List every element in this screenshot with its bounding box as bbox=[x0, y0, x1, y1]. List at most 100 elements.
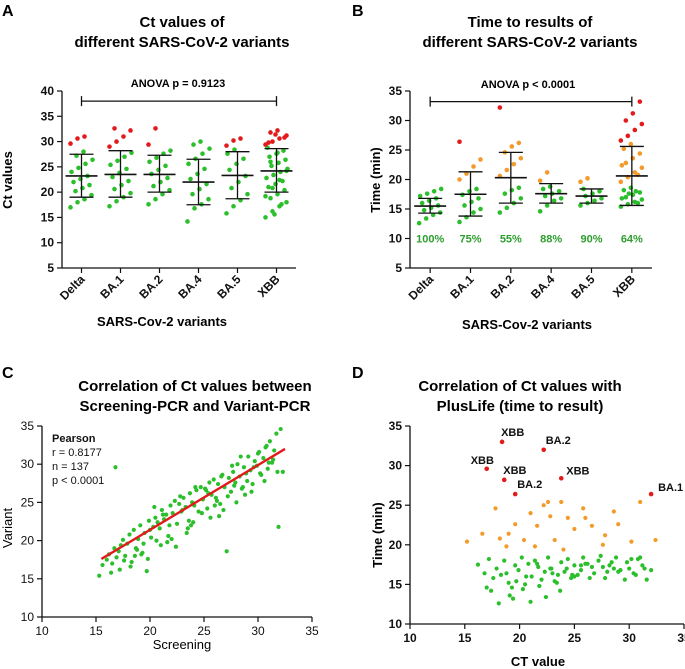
panel-c-point bbox=[274, 431, 279, 436]
panel-a-point-red bbox=[268, 130, 273, 135]
panel-b-point-green bbox=[431, 189, 437, 194]
panel-b-percent-label: 90% bbox=[580, 234, 602, 246]
panel-a-y-tick-label: 10 bbox=[41, 236, 55, 250]
panel-c-point bbox=[154, 538, 159, 543]
panel-c-stats-line: n = 137 bbox=[52, 461, 89, 473]
panel-label-b: B bbox=[352, 3, 364, 20]
panel-b-point-orange bbox=[516, 140, 522, 146]
panel-c-point bbox=[211, 477, 216, 482]
panel-a-x-tick-label: BA.5 bbox=[214, 272, 243, 301]
panel-a-point-green bbox=[204, 181, 209, 187]
panel-a-point-green bbox=[68, 205, 73, 210]
panel-b-title-line-2: different SARS-CoV-2 variants bbox=[422, 34, 637, 51]
panel-a-point-red bbox=[128, 128, 133, 133]
panel-a-point-green bbox=[165, 175, 170, 181]
panel-label-a: A bbox=[2, 3, 14, 20]
panel-a-point-red bbox=[224, 143, 229, 148]
panel-d-point-green bbox=[602, 575, 608, 581]
panel-d-point-orange bbox=[572, 526, 577, 532]
panel-d-point-green bbox=[638, 555, 643, 560]
panel-b-point-green bbox=[599, 196, 604, 201]
panel-a-point-green bbox=[76, 165, 81, 171]
panel-a-point-green bbox=[73, 188, 78, 194]
panel-d-point-orange bbox=[600, 542, 605, 547]
panel-c-point bbox=[117, 567, 122, 572]
panel-a-point-green bbox=[89, 192, 94, 198]
panel-d-point-green bbox=[600, 564, 605, 570]
panel-c-point bbox=[246, 454, 251, 459]
panel-b-point-orange bbox=[637, 151, 643, 156]
panel-d-point-green bbox=[532, 558, 538, 563]
panel-c-point bbox=[170, 510, 175, 516]
panel-c-point bbox=[165, 540, 170, 545]
panel-d-point-green bbox=[633, 572, 638, 577]
panel-c-point bbox=[187, 491, 193, 496]
panel-d-point-orange bbox=[528, 511, 533, 516]
panel-a-point-red bbox=[275, 128, 280, 133]
panel-a-point-green bbox=[190, 191, 195, 197]
panel-b-point-orange bbox=[623, 160, 629, 166]
panel-b-point-green bbox=[578, 203, 583, 208]
panel-b-y-tick-label: 10 bbox=[389, 232, 403, 246]
panel-d-variant-label: XBB bbox=[501, 427, 524, 439]
panel-d-point-green bbox=[627, 566, 632, 571]
panel-d-y-tick-label: 15 bbox=[389, 577, 403, 591]
panel-d-point-green bbox=[509, 585, 515, 590]
panel-b-point-green bbox=[462, 203, 467, 208]
panel-c-point bbox=[238, 454, 243, 459]
panel-b-point-green bbox=[474, 186, 479, 192]
panel-c-point bbox=[169, 536, 174, 542]
panel-c-x-tick-label: 20 bbox=[143, 624, 157, 638]
panel-d-x-tick-label: 20 bbox=[513, 631, 527, 645]
panel-d-ct-vs-time-chart: Correlation of Ct values with PlusLife (… bbox=[370, 378, 685, 669]
panel-c-point bbox=[217, 514, 222, 519]
panel-b-point-green bbox=[551, 198, 557, 204]
panel-d-point-green bbox=[624, 560, 630, 565]
panel-c-point bbox=[199, 510, 204, 516]
panel-b-percent-label: 100% bbox=[416, 234, 444, 246]
panel-a-point-green bbox=[188, 176, 193, 182]
panel-d-point-orange bbox=[521, 537, 527, 543]
panel-a-point-green bbox=[241, 156, 246, 162]
panel-a-point-green bbox=[81, 149, 86, 154]
panel-d-point-orange bbox=[581, 506, 586, 511]
panel-b-point-orange bbox=[471, 164, 476, 169]
panel-d-point-orange bbox=[616, 522, 621, 527]
panel-a-point-green bbox=[206, 196, 211, 202]
panel-c-point bbox=[97, 573, 102, 578]
panel-c-point bbox=[231, 469, 236, 474]
panel-d-point-green bbox=[520, 587, 525, 592]
panel-b-point-green bbox=[619, 196, 625, 201]
panel-b-point-green bbox=[597, 189, 602, 194]
panel-b-point-red bbox=[497, 105, 503, 110]
panel-a-title-line-2: different SARS-CoV-2 variants bbox=[74, 34, 289, 51]
panel-c-point bbox=[132, 553, 137, 558]
panel-d-point-green bbox=[491, 575, 496, 581]
panel-a-point-red bbox=[121, 134, 126, 139]
panel-d-x-tick-label: 35 bbox=[677, 631, 685, 645]
panel-b-y-tick-label: 25 bbox=[389, 143, 403, 157]
panel-a-point-green bbox=[167, 187, 172, 193]
panel-b-y-tick-label: 35 bbox=[389, 84, 403, 98]
panel-d-point-green bbox=[489, 588, 494, 593]
panel-c-point bbox=[245, 478, 250, 484]
panel-b-point-green bbox=[633, 189, 639, 194]
panel-b-point-green bbox=[542, 193, 548, 199]
panel-c-point bbox=[196, 509, 201, 514]
panel-a-point-red bbox=[273, 132, 278, 137]
panel-c-stats-line: r = 0.8177 bbox=[52, 447, 102, 459]
panel-b-point-green bbox=[497, 210, 503, 215]
panel-b-title-line-1: Time to results of bbox=[468, 14, 594, 31]
panel-c-y-axis-title: Variant bbox=[0, 508, 15, 549]
panel-c-point bbox=[249, 489, 254, 494]
panel-d-point-green bbox=[519, 555, 524, 560]
panel-d-point-green bbox=[609, 560, 614, 565]
panel-b-point-orange bbox=[639, 165, 645, 170]
panel-c-point bbox=[152, 504, 157, 510]
panel-a-x-tick-label: Delta bbox=[57, 272, 88, 303]
panel-c-point bbox=[198, 485, 203, 490]
panel-d-point-green bbox=[578, 568, 584, 573]
panel-d-title-line-2: PlusLife (time to result) bbox=[437, 398, 604, 415]
panel-b-point-green bbox=[556, 189, 562, 194]
panel-c-point bbox=[181, 495, 186, 500]
